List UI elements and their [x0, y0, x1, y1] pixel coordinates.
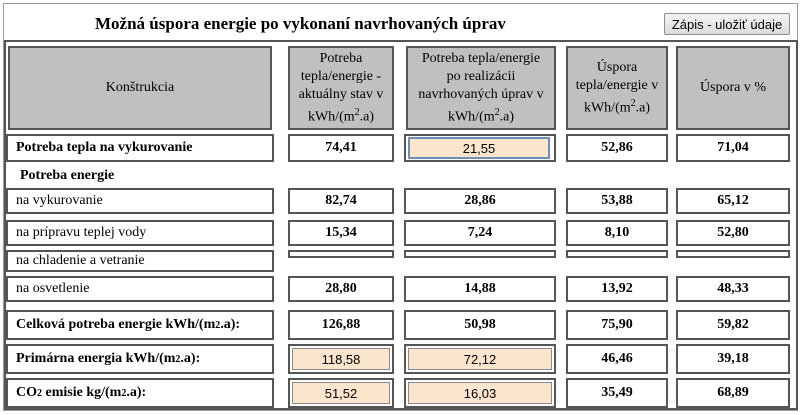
column-header-line: Potreba tepla/energie: [421, 50, 541, 66]
column-header-unit: kWh/(m2.a): [447, 106, 515, 125]
empty-cell: [676, 250, 790, 258]
energy-table: [4, 40, 798, 410]
value-savings: 53,88: [566, 188, 668, 214]
column-header-line: Potreba: [319, 50, 363, 66]
value-after: 50,98: [404, 310, 556, 340]
column-header-construction: Konštrukcia: [8, 46, 272, 130]
value-current-input[interactable]: 51,52: [292, 382, 390, 404]
value-savings-percent: 68,89: [676, 378, 790, 408]
value-after-input[interactable]: 16,03: [408, 382, 552, 404]
row-label-hot-water: na prípravu teplej vody: [6, 220, 274, 246]
column-header-line: tepla/energie -: [300, 68, 382, 84]
column-header-line: navrhovaných úprav v: [418, 86, 544, 102]
value-savings: 8,10: [566, 220, 668, 246]
value-current: 126,88: [288, 310, 394, 340]
column-header-after: Potreba tepla/energie po realizácii navr…: [406, 46, 556, 130]
value-savings-percent: 39,18: [676, 344, 790, 374]
save-button[interactable]: Zápis - uložiť údaje: [664, 13, 790, 35]
row-label-primary-energy: Primárna energia kWh/(m 2 .a):: [6, 344, 274, 374]
value-savings-percent: 59,82: [676, 310, 790, 340]
column-header-label: Úspora v %: [699, 80, 767, 95]
value-savings-percent: 65,12: [676, 188, 790, 214]
value-current: 82,74: [288, 188, 394, 214]
column-header-line: po realizácii: [446, 68, 516, 84]
value-savings: 35,49: [566, 378, 668, 408]
row-label-cooling: na chladenie a vetranie: [6, 250, 274, 272]
row-label-heating-demand: Potreba tepla na vykurovanie: [6, 134, 274, 162]
value-savings: 46,46: [566, 344, 668, 374]
column-header-savings-percent: Úspora v %: [676, 46, 790, 130]
value-after-input[interactable]: 72,12: [408, 348, 552, 370]
column-header-line: Úspora: [596, 59, 638, 75]
row-label-lighting: na osvetlenie: [6, 276, 274, 302]
value-savings-percent: 52,80: [676, 220, 790, 246]
value-savings: 13,92: [566, 276, 668, 302]
value-after: 28,86: [404, 188, 556, 214]
value-current-input[interactable]: 118,58: [292, 348, 390, 370]
value-after-input[interactable]: 21,55: [408, 137, 550, 159]
section-label-energy-demand: Potreba energie: [20, 168, 115, 183]
value-savings: 75,90: [566, 310, 668, 340]
value-savings: 52,86: [566, 134, 668, 162]
value-current: 15,34: [288, 220, 394, 246]
column-header-savings: Úspora tepla/energie v kWh/(m2.a): [566, 46, 668, 130]
empty-cell: [566, 250, 668, 258]
value-savings-percent: 48,33: [676, 276, 790, 302]
row-label-co2: CO 2 emisie kg/(m 2 .a):: [6, 378, 274, 408]
value-current: 74,41: [288, 134, 394, 162]
row-label-total-energy: Celková potreba energie kWh/(m 2 .a):: [6, 310, 274, 340]
row-label-heating: na vykurovanie: [6, 188, 274, 214]
value-after: 14,88: [404, 276, 556, 302]
column-header-unit: kWh/(m2.a): [583, 97, 651, 116]
column-header-line: aktuálny stav v: [298, 86, 384, 102]
page-title: Možná úspora energie po vykonaní navrhov…: [95, 14, 506, 33]
column-header-line: tepla/energie v: [575, 77, 659, 93]
value-savings-percent: 71,04: [676, 134, 790, 162]
column-header-current: Potreba tepla/energie - aktuálny stav v …: [288, 46, 394, 130]
empty-cell: [404, 250, 556, 258]
empty-cell: [288, 250, 394, 258]
value-after: 7,24: [404, 220, 556, 246]
column-header-unit: kWh/(m2.a): [307, 106, 375, 125]
value-current: 28,80: [288, 276, 394, 302]
column-header-label: Konštrukcia: [105, 80, 175, 95]
